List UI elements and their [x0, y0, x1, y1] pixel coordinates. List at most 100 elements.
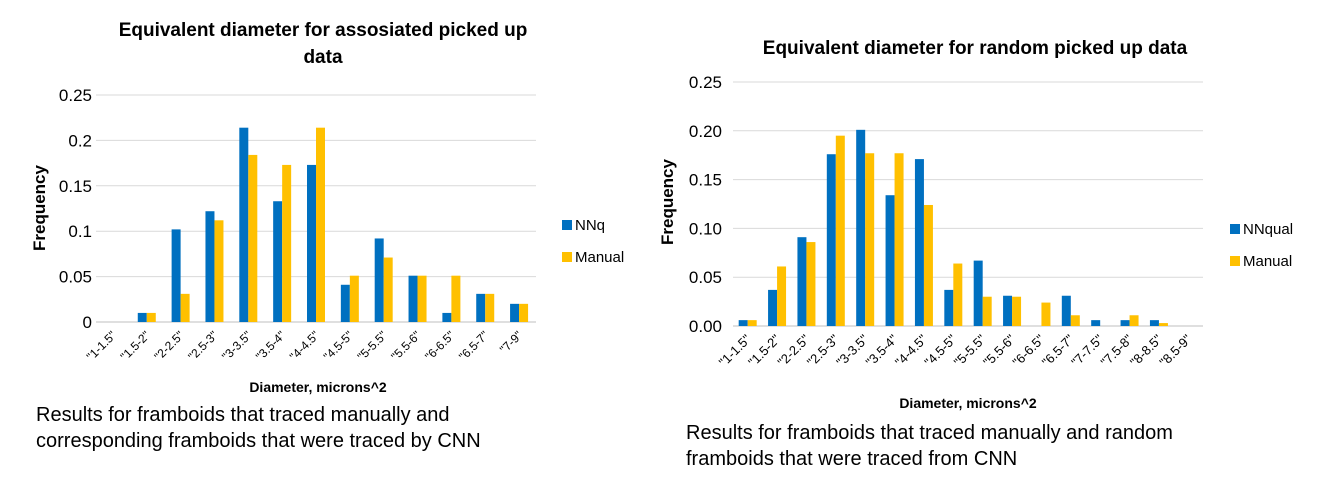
x-tick-label: "7-7.5": [1068, 331, 1106, 369]
bar-series2: [894, 153, 904, 326]
x-tick-label: "2-2.5": [774, 331, 812, 369]
bar-series1: [1003, 295, 1013, 326]
legend-swatch: [1230, 224, 1240, 234]
y-tick-label: 0.15: [689, 171, 722, 190]
bar-series2: [349, 275, 359, 322]
caption-left: Results for framboids that traced manual…: [36, 402, 481, 454]
bar-series2: [485, 293, 495, 322]
x-tick-label: "7.5-8": [1098, 331, 1136, 369]
bar-series2: [383, 257, 393, 322]
chart-title: data: [303, 47, 343, 68]
x-tick-label: "5-5.5": [355, 328, 390, 363]
x-axis-label: Diameter, microns^2: [899, 395, 1037, 411]
bar-series2: [747, 320, 757, 326]
y-tick-label: 0.15: [59, 177, 92, 196]
x-tick-label: "6-6.5": [1009, 331, 1047, 369]
legend-label: Manual: [1243, 253, 1292, 270]
bar-series1: [944, 289, 954, 326]
y-tick-label: 0.00: [689, 317, 722, 336]
y-axis-label: Frequency: [30, 164, 49, 251]
x-tick-label: "5.5-6": [980, 331, 1018, 369]
bar-series2: [451, 275, 461, 322]
x-tick-label: "6.5-7": [456, 328, 491, 363]
y-tick-label: 0.25: [689, 73, 722, 92]
x-tick-label: "3-3.5": [219, 328, 254, 363]
x-tick-label: "2.5-3": [185, 328, 220, 363]
x-tick-label: "5-5.5": [951, 331, 989, 369]
bar-series2: [519, 303, 529, 322]
legend-label: NNq: [575, 217, 605, 234]
bar-series1: [1061, 295, 1071, 326]
bar-series1: [510, 303, 520, 322]
caption-left-line-2: corresponding framboids that were traced…: [36, 430, 481, 452]
bar-series2: [1070, 315, 1080, 326]
bar-series1: [205, 211, 215, 322]
bar-series1: [239, 127, 249, 322]
bar-series1: [408, 275, 418, 322]
bar-series2: [214, 220, 224, 322]
x-tick-label: "3-3.5": [833, 331, 871, 369]
y-axis-label: Frequency: [658, 158, 677, 245]
chart-random: Equivalent diameter for random picked up…: [658, 38, 1293, 411]
bar-series1: [1149, 320, 1159, 326]
x-tick-label: "8.5-9": [1156, 331, 1194, 369]
y-tick-label: 0.2: [68, 131, 92, 150]
bar-series1: [273, 201, 283, 322]
bar-series2: [282, 164, 292, 322]
x-tick-label: "5.5-6": [388, 328, 423, 363]
x-tick-label: "1-1.5": [84, 328, 119, 363]
bar-series1: [1120, 320, 1130, 326]
bar-series1: [973, 260, 983, 326]
chart-title: Equivalent diameter for assosiated picke…: [119, 20, 528, 41]
bar-series2: [1012, 296, 1022, 326]
y-tick-label: 0.20: [689, 122, 722, 141]
y-tick-label: 0: [83, 313, 92, 332]
bar-series1: [307, 164, 316, 322]
legend-label: NNqual: [1243, 221, 1293, 238]
x-tick-label: "2.5-3": [804, 331, 842, 369]
x-tick-label: "7-9": [497, 328, 525, 356]
caption-right-line-2: framboids that were traced from CNN: [686, 448, 1018, 470]
chart-title: Equivalent diameter for random picked up…: [763, 38, 1188, 59]
legend-label: Manual: [575, 249, 624, 266]
bar-series1: [768, 289, 778, 326]
y-tick-label: 0.05: [59, 268, 92, 287]
bar-series1: [885, 195, 895, 326]
x-tick-label: "8-8.5": [1127, 331, 1165, 369]
caption-right-line-1: Results for framboids that traced manual…: [686, 422, 1173, 444]
x-tick-label: "6.5-7": [1039, 331, 1077, 369]
bar-series1: [374, 238, 384, 322]
bar-series2: [1129, 315, 1139, 326]
bar-series2: [180, 293, 190, 322]
bar-series2: [146, 312, 156, 322]
x-tick-label: "3.5-4": [863, 331, 901, 369]
bar-series1: [340, 284, 350, 322]
x-tick-label: "1.5-2": [745, 331, 783, 369]
y-tick-label: 0.10: [689, 219, 722, 238]
bar-series2: [248, 154, 258, 322]
bar-series1: [442, 312, 452, 322]
bar-series1: [797, 237, 807, 326]
x-tick-label: "1-1.5": [716, 331, 754, 369]
bar-series1: [476, 293, 486, 322]
x-tick-label: "2-2.5": [151, 328, 186, 363]
bar-series2: [806, 242, 816, 326]
bar-series1: [1091, 320, 1101, 326]
legend-swatch: [562, 220, 572, 230]
x-axis-label: Diameter, microns^2: [249, 379, 387, 395]
y-tick-label: 0.05: [689, 268, 722, 287]
caption-left-line-1: Results for framboids that traced manual…: [36, 404, 450, 426]
bar-series2: [316, 127, 325, 322]
x-tick-label: "1.5-2": [118, 328, 153, 363]
bar-series2: [865, 153, 875, 326]
bar-series1: [826, 154, 836, 326]
x-tick-label: "4.5-5": [321, 328, 356, 363]
x-tick-label: "3.5-4": [253, 328, 288, 363]
x-tick-label: "6-6.5": [422, 328, 457, 363]
bar-series2: [982, 296, 992, 326]
bar-series1: [738, 320, 748, 326]
y-tick-label: 0.25: [59, 86, 92, 105]
x-tick-label: "4.5-5": [921, 331, 959, 369]
bar-series1: [914, 159, 924, 326]
